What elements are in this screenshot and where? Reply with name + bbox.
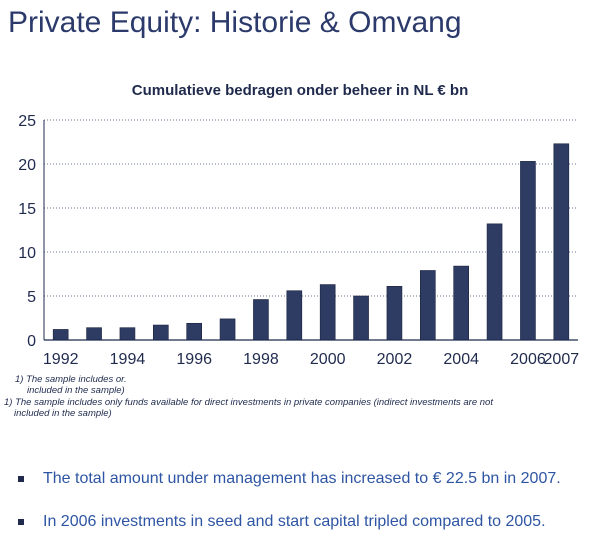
bar [353, 295, 369, 341]
footnote-2-line-2: included in the sample) [14, 408, 112, 419]
bar [253, 299, 269, 341]
bullet-square-icon [18, 476, 24, 482]
x-tick-label: 1998 [243, 351, 279, 368]
bullet-text: In 2006 investments in seed and start ca… [43, 513, 546, 530]
footnote-1-line-2: included in the sample) [27, 385, 125, 396]
bar [486, 223, 503, 341]
y-tick-label: 0 [27, 333, 36, 350]
bar [319, 284, 336, 341]
x-tick-label: 2004 [443, 351, 479, 368]
bar [453, 265, 469, 341]
bar [553, 143, 570, 341]
bar [520, 161, 536, 341]
chart-title: Cumulatieve bedragen onder beheer in NL … [131, 82, 469, 99]
bullet-text: The total amount under management has in… [43, 470, 561, 487]
bar [186, 322, 202, 341]
bar [119, 327, 136, 341]
bar [153, 324, 169, 341]
slide-title: Private Equity: Historie & Omvang [8, 6, 462, 39]
bar [420, 270, 436, 341]
y-tick-label: 15 [18, 201, 36, 218]
bar [86, 327, 102, 341]
y-tick-label: 25 [18, 113, 36, 130]
x-tick-label: 2006 [510, 351, 546, 368]
x-tick-label: 1994 [110, 351, 146, 368]
bar [219, 318, 236, 341]
x-tick-label: 1996 [176, 351, 212, 368]
footnote-1-line-1: 1) The sample includes or. [15, 374, 127, 385]
x-tick-label: 2000 [310, 351, 346, 368]
bar [286, 290, 303, 341]
bullet-square-icon [18, 519, 24, 525]
y-tick-label: 10 [18, 245, 36, 262]
x-tick-label: 1992 [43, 351, 79, 368]
bar [52, 329, 69, 341]
x-tick-label: 2007 [544, 351, 580, 368]
bar [386, 286, 403, 341]
y-tick-label: 5 [27, 289, 36, 306]
footnote-2-line-1: 1) The sample includes only funds availa… [4, 397, 493, 408]
y-tick-label: 20 [18, 157, 36, 174]
x-tick-label: 2002 [377, 351, 413, 368]
